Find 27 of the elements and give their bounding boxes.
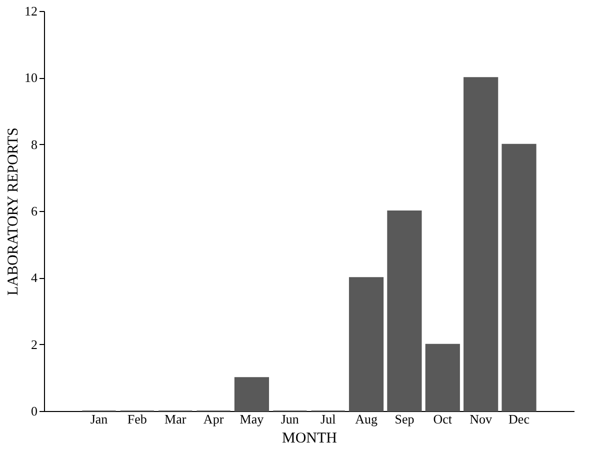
y-tick-label: 2: [31, 336, 38, 352]
x-tick-label: Oct: [433, 412, 452, 426]
bar: [234, 377, 270, 412]
x-tick-label: Sep: [394, 412, 414, 426]
x-tick-label: Feb: [127, 412, 147, 426]
x-tick-label: Aug: [355, 412, 378, 426]
y-tick-label: 8: [31, 136, 38, 152]
x-tick-label: May: [240, 412, 264, 426]
y-tick-label: 0: [31, 404, 38, 418]
x-tick-label: Nov: [470, 412, 493, 426]
y-tick-label: 6: [31, 204, 38, 218]
x-tick-label: Jul: [320, 412, 336, 426]
x-tick-label: Dec: [508, 412, 530, 426]
bar: [348, 277, 384, 412]
bar: [387, 210, 422, 412]
y-tick-label: 10: [24, 70, 38, 86]
x-tick-label: Mar: [164, 412, 187, 426]
x-axis-title: MONTH: [282, 430, 338, 446]
bar: [425, 344, 460, 412]
y-axis-title: LABORATORY REPORTS: [6, 128, 22, 296]
x-tick-label: Jan: [90, 412, 108, 426]
y-tick-label: 12: [24, 4, 38, 18]
x-tick-label: Apr: [203, 412, 224, 426]
bar: [502, 144, 536, 412]
y-tick-label: 4: [31, 270, 38, 286]
bar: [464, 77, 498, 412]
x-tick-label: Jun: [280, 412, 300, 426]
